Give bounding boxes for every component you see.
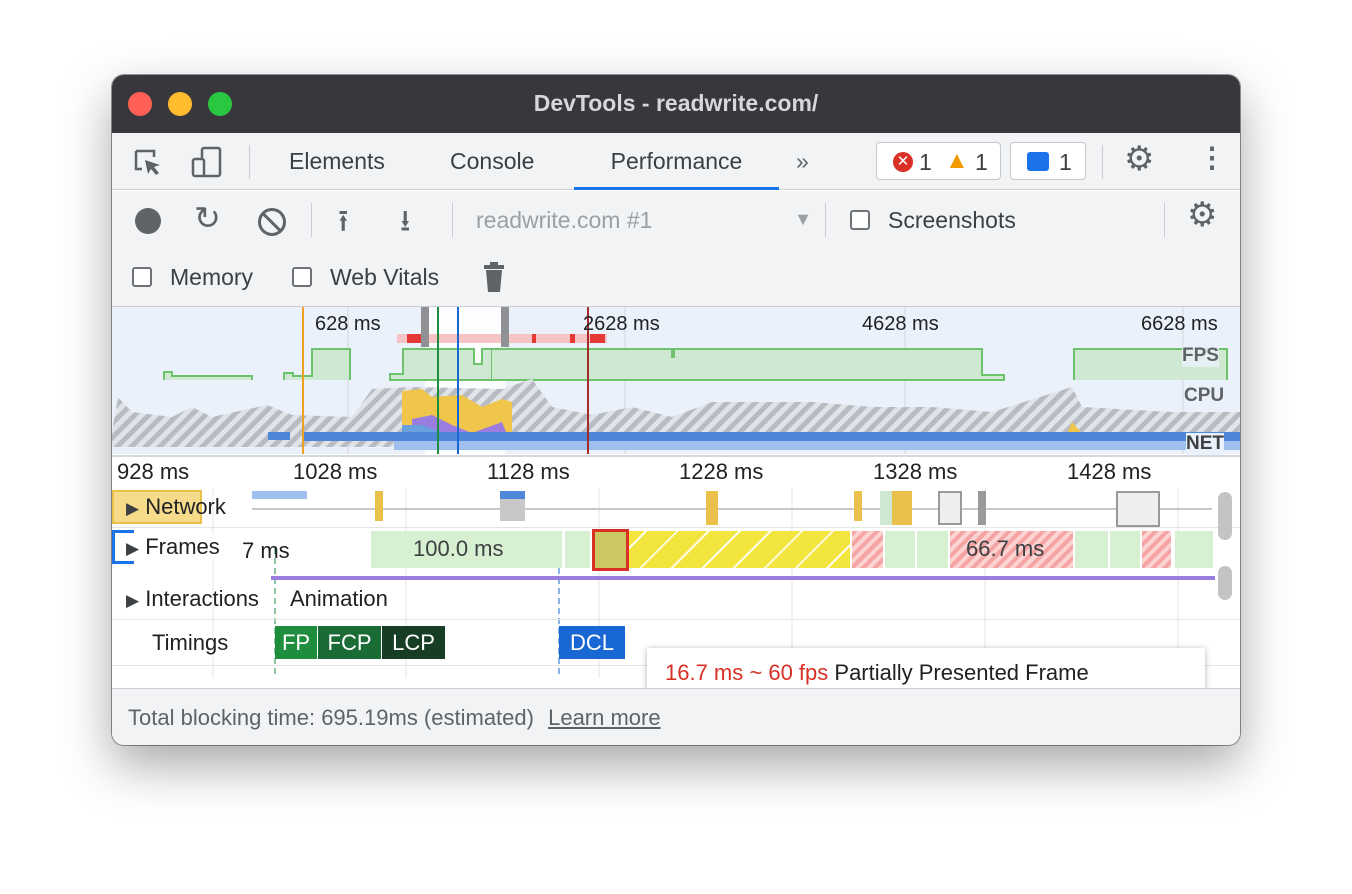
window-title: DevTools - readwrite.com/ [533,90,819,116]
issues-counter[interactable]: ✕ 1 ▲ 1 [876,142,1001,180]
summary-footer: Total blocking time: 695.19ms (estimated… [112,688,1240,745]
message-icon [1027,152,1049,171]
trash-icon[interactable] [483,261,505,293]
settings-gear-icon[interactable]: ⚙ [1124,140,1155,178]
fp-marker[interactable]: FP [275,626,317,659]
frames-scrollbar[interactable] [1218,566,1232,600]
cpu-label: CPU [1184,385,1225,406]
flamechart[interactable]: ▶ Network 100.0 ms 66.7 ms ▶ Frames 7 ms… [112,488,1240,698]
ruler-tick: 1128 ms [487,459,570,484]
memory-label: Memory [170,264,254,290]
messages-counter[interactable]: 1 [1010,142,1086,180]
interactions-track[interactable]: ▶ Interactions Animation [112,574,1240,620]
message-count: 1 [1059,149,1072,175]
overview-graph [112,307,1240,454]
frame[interactable] [1110,531,1142,568]
frame[interactable] [917,531,950,568]
ruler-tick: 1028 ms [293,459,378,484]
more-options-icon[interactable]: ⋮ [1198,142,1226,173]
tab-console[interactable]: Console [450,148,535,174]
save-profile-icon[interactable]: ⭳ [400,205,411,238]
overview-tick: 6628 ms [1141,313,1218,335]
overview-tick: 2628 ms [583,313,660,335]
more-tabs-icon[interactable]: » [796,148,809,174]
tab-elements[interactable]: Elements [289,148,385,174]
ruler-tick: 1428 ms [1067,459,1152,484]
fcp-marker[interactable]: FCP [318,626,381,659]
screenshots-label: Screenshots [888,207,1016,233]
timings-label: Timings [152,630,229,655]
interactions-track-label[interactable]: ▶ Interactions [126,586,259,611]
maximize-button[interactable] [208,92,232,116]
total-blocking-time: Total blocking time: 695.19ms (estimated… [128,705,534,730]
load-profile-icon[interactable]: ⭱ [338,205,349,238]
frame-duration: 7 ms [242,538,290,563]
web-vitals-label: Web Vitals [330,264,440,290]
network-request-bar[interactable] [112,490,202,524]
frame-partially-presented[interactable] [628,531,852,568]
web-vitals-checkbox[interactable] [292,267,312,287]
frame-dropped[interactable]: 66.7 ms [950,531,1075,568]
reload-record-icon[interactable]: ↻ [194,200,221,236]
frame[interactable] [565,531,592,568]
error-count: 1 [919,149,932,175]
screenshots-checkbox[interactable] [850,210,870,230]
clear-icon[interactable] [258,208,286,236]
fps-label: FPS [1182,345,1219,367]
frame[interactable]: 100.0 ms [371,531,564,568]
title-bar: DevTools - readwrite.com/ [112,75,1240,133]
warning-count: 1 [975,149,988,175]
timeline-overview[interactable]: 628 ms 2628 ms 4628 ms 6628 ms FPS CPU N… [112,307,1240,455]
dcl-marker[interactable]: DCL [559,626,625,659]
vertical-scrollbar[interactable] [1218,492,1232,540]
device-toolbar-icon[interactable] [190,145,224,179]
main-tabbar: Elements Console Performance » ✕ 1 ▲ 1 1… [112,133,1240,190]
profile-select[interactable]: readwrite.com #1 ▼ [476,207,812,233]
tooltip-description: Partially Presented Frame [834,660,1089,685]
frames-track-label[interactable]: ▶ Frames [126,534,220,560]
frame[interactable] [1175,531,1215,568]
expand-triangle-icon[interactable]: ▶ [126,539,140,558]
expand-triangle-icon[interactable]: ▶ [126,499,140,518]
ruler-tick: 928 ms [117,459,190,484]
memory-checkbox[interactable] [132,267,152,287]
ruler-tick: 1328 ms [873,459,958,484]
net-label: NET [1186,433,1224,455]
timings-track: Timings FP FCP LCP DCL [112,620,1240,666]
minimize-button[interactable] [168,92,192,116]
animation-bar[interactable] [271,576,1215,580]
tab-performance[interactable]: Performance [574,133,779,190]
overview-tick: 4628 ms [862,313,939,335]
animation-label: Animation [290,586,388,611]
ruler-tick: 1228 ms [679,459,764,484]
inspect-element-icon[interactable] [132,147,164,179]
frame-dropped[interactable] [852,531,885,568]
frames-track[interactable]: 100.0 ms 66.7 ms ▶ Frames 7 ms [112,528,1240,574]
timeline-ruler: 928 ms 1028 ms 1128 ms 1228 ms 1328 ms 1… [112,455,1240,488]
capture-settings-icon[interactable]: ⚙ [1187,196,1218,234]
lcp-marker[interactable]: LCP [382,626,445,659]
overview-tick: 628 ms [315,313,381,335]
frame-dropped[interactable] [1142,531,1173,568]
close-button[interactable] [128,92,152,116]
error-icon: ✕ [893,152,913,172]
frame[interactable] [1075,531,1110,568]
frame[interactable] [885,531,917,568]
selected-frame[interactable] [592,529,629,571]
record-button[interactable] [135,208,161,234]
network-track[interactable]: ▶ Network [112,488,1240,528]
expand-triangle-icon[interactable]: ▶ [126,591,140,610]
tooltip-fps: 16.7 ms ~ 60 fps [665,660,829,685]
devtools-window: DevTools - readwrite.com/ Elements Conso… [112,75,1240,745]
performance-toolbar: ↻ ⭱ ⭳ readwrite.com #1 ▼ Screenshots ⚙ Me… [112,191,1240,307]
learn-more-link[interactable]: Learn more [548,705,661,730]
warning-icon: ▲ [945,147,969,174]
network-track-label[interactable]: ▶ Network [126,494,226,519]
